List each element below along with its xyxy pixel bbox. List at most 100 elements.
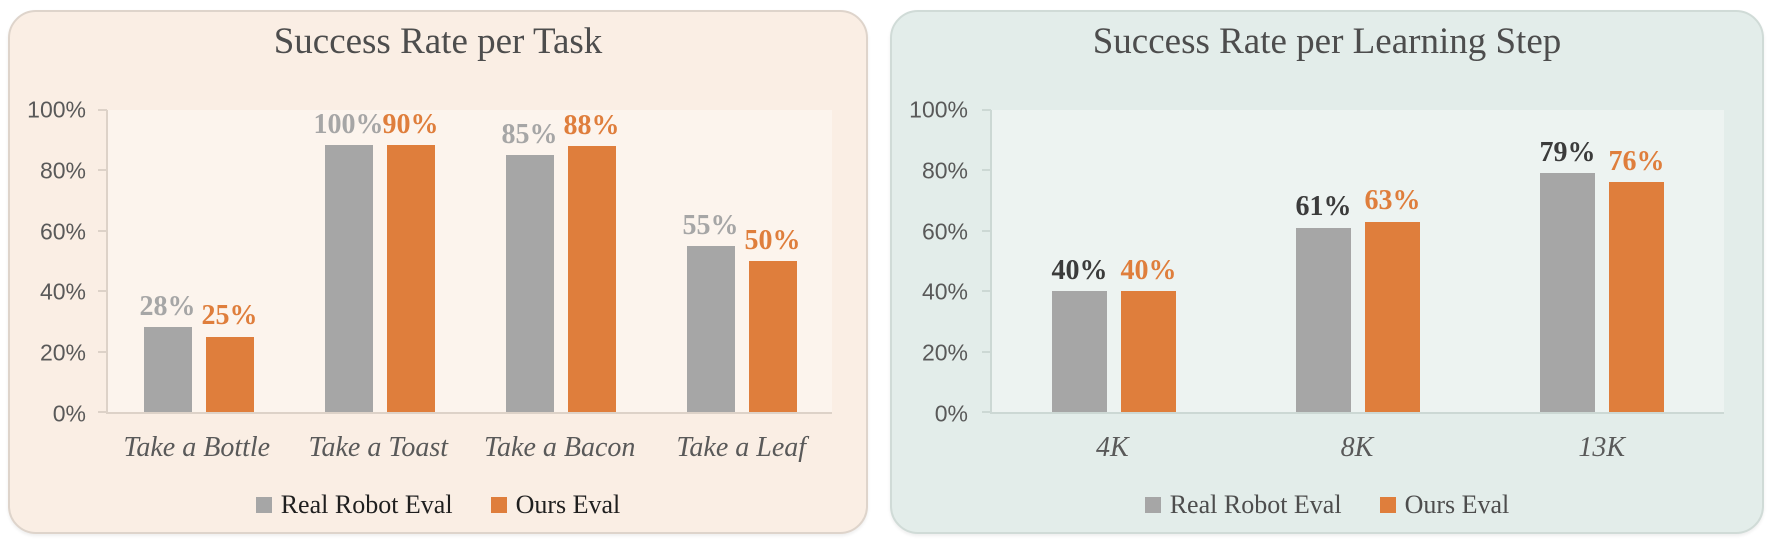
legend-label: Ours Eval [1404, 490, 1510, 519]
bar-data-label: 100% [313, 109, 384, 140]
bar-with-label: 76% [1608, 110, 1665, 412]
legend-item: Ours Eval [1379, 490, 1510, 520]
bar [567, 146, 616, 412]
bar-data-label: 76% [1608, 146, 1665, 178]
legend-item: Ours Eval [490, 490, 621, 520]
bar-with-label: 63% [1365, 110, 1421, 412]
bar-with-label: 61% [1295, 110, 1352, 412]
bars-container: 40% 40% 61% 63% 79% 76% [992, 110, 1724, 412]
legend-swatch [1144, 497, 1161, 513]
bar-data-label: 40% [1051, 254, 1108, 286]
bar-data-label: 88% [563, 109, 620, 141]
bar [1540, 173, 1595, 412]
y-axis-tick-label: 60% [39, 218, 86, 245]
bar [1365, 221, 1420, 412]
legend-swatch [255, 497, 272, 513]
y-axis-tick-label: 20% [921, 339, 968, 366]
y-axis-tick-mark [98, 411, 107, 413]
category-label: 13K [1578, 432, 1626, 463]
y-axis-tick-label: 0% [52, 400, 86, 427]
chart-panel-success-rate-per-learning-step: Success Rate per Learning Step 0% 20% 40% 6… [890, 10, 1764, 534]
bar-with-label: 25% [202, 110, 258, 412]
bar [748, 261, 797, 412]
category-label: Take a Bacon [484, 432, 636, 463]
bar-with-label: 55% [683, 110, 739, 412]
category-label: Take a Bottle [123, 432, 271, 463]
category-label: 8K [1340, 432, 1374, 463]
y-axis-tick-mark [98, 290, 107, 293]
plot-area: 28% 25% 100% 90% 85% 88% 55% 50% [98, 109, 832, 414]
bar-data-label: 28% [139, 291, 196, 323]
bar [1296, 227, 1351, 412]
bar-with-label: 40% [1120, 110, 1177, 412]
bar-group: 79% 76% [1480, 110, 1724, 412]
bar-with-label: 88% [564, 110, 620, 412]
y-axis-tick-mark [98, 109, 107, 111]
bar-data-label: 50% [744, 224, 801, 256]
bar-data-label: 25% [201, 300, 258, 332]
y-axis-tick-label: 40% [39, 278, 86, 305]
y-axis-tick-mark [982, 411, 991, 413]
bar-group: 28% 25% [108, 110, 289, 412]
y-axis-tick-mark [982, 350, 991, 353]
bar [1609, 182, 1664, 412]
y-axis-tick-mark [98, 229, 107, 232]
legend-item: Real Robot Eval [255, 490, 453, 520]
chart-title: Success Rate per Learning Step [1092, 21, 1562, 62]
bar-group: 40% 40% [992, 110, 1236, 412]
bar-with-label: 85% [502, 110, 558, 412]
legend-label: Ours Eval [515, 490, 621, 519]
bar [686, 245, 735, 412]
bar-group: 85% 88% [470, 110, 651, 412]
y-axis-tick-label: 20% [39, 339, 86, 366]
y-axis-tick-mark [982, 169, 991, 172]
chart-panel-success-rate-per-task: Success Rate per Task 0% 20% 40% 60% 80% 100%… [8, 10, 868, 534]
chart-title: Success Rate per Task [273, 21, 603, 62]
y-axis-tick-mark [982, 229, 991, 232]
bar-with-label: 100% [314, 110, 384, 412]
bar [1052, 291, 1107, 412]
category-label: 4K [1095, 432, 1129, 463]
bar [386, 145, 435, 412]
bar-group: 61% 63% [1236, 110, 1480, 412]
bar-with-label: 40% [1051, 110, 1108, 412]
bar-group: 55% 50% [651, 110, 832, 412]
bar-with-label: 50% [745, 110, 801, 412]
y-axis-tick-label: 80% [39, 157, 86, 184]
bar-data-label: 55% [682, 209, 739, 241]
bar [324, 145, 373, 412]
bar-data-label: 90% [382, 109, 439, 140]
y-axis-tick-label: 60% [921, 218, 968, 245]
legend-swatch [1379, 497, 1396, 513]
x-axis-category-labels: Take a Bottle Take a Toast Take a Bacon Tak… [106, 432, 832, 464]
y-axis-tick-mark [982, 109, 991, 111]
legend-swatch [490, 497, 507, 513]
x-axis-category-labels: 4K 8K 13K [990, 432, 1724, 464]
chart-legend: Real Robot Eval Ours Eval [10, 490, 866, 520]
y-axis-labels: 0% 20% 40% 60% 80% 100% [10, 97, 86, 427]
bar-data-label: 61% [1295, 191, 1352, 223]
bar-data-label: 79% [1539, 137, 1596, 169]
bar-group: 100% 90% [289, 110, 470, 412]
bar-data-label: 40% [1120, 254, 1177, 286]
legend-item: Real Robot Eval [1144, 490, 1342, 520]
bar-with-label: 90% [383, 110, 439, 412]
bar-with-label: 28% [140, 110, 196, 412]
y-axis-tick-label: 100% [27, 96, 86, 123]
category-label: Take a Toast [308, 432, 449, 463]
y-axis-tick-mark [98, 350, 107, 353]
y-axis-tick-mark [98, 169, 107, 172]
bar [1121, 291, 1176, 412]
bar [505, 155, 554, 412]
bars-container: 28% 25% 100% 90% 85% 88% 55% 50% [108, 110, 832, 412]
legend-label: Real Robot Eval [1169, 490, 1342, 519]
bar [205, 336, 254, 412]
y-axis-tick-label: 80% [921, 157, 968, 184]
chart-legend: Real Robot Eval Ours Eval [892, 490, 1762, 520]
bar [143, 327, 192, 412]
y-axis-tick-mark [982, 290, 991, 293]
y-axis-labels: 0% 20% 40% 60% 80% 100% [892, 97, 968, 427]
y-axis-tick-label: 0% [934, 400, 968, 427]
bar-with-label: 79% [1539, 110, 1596, 412]
